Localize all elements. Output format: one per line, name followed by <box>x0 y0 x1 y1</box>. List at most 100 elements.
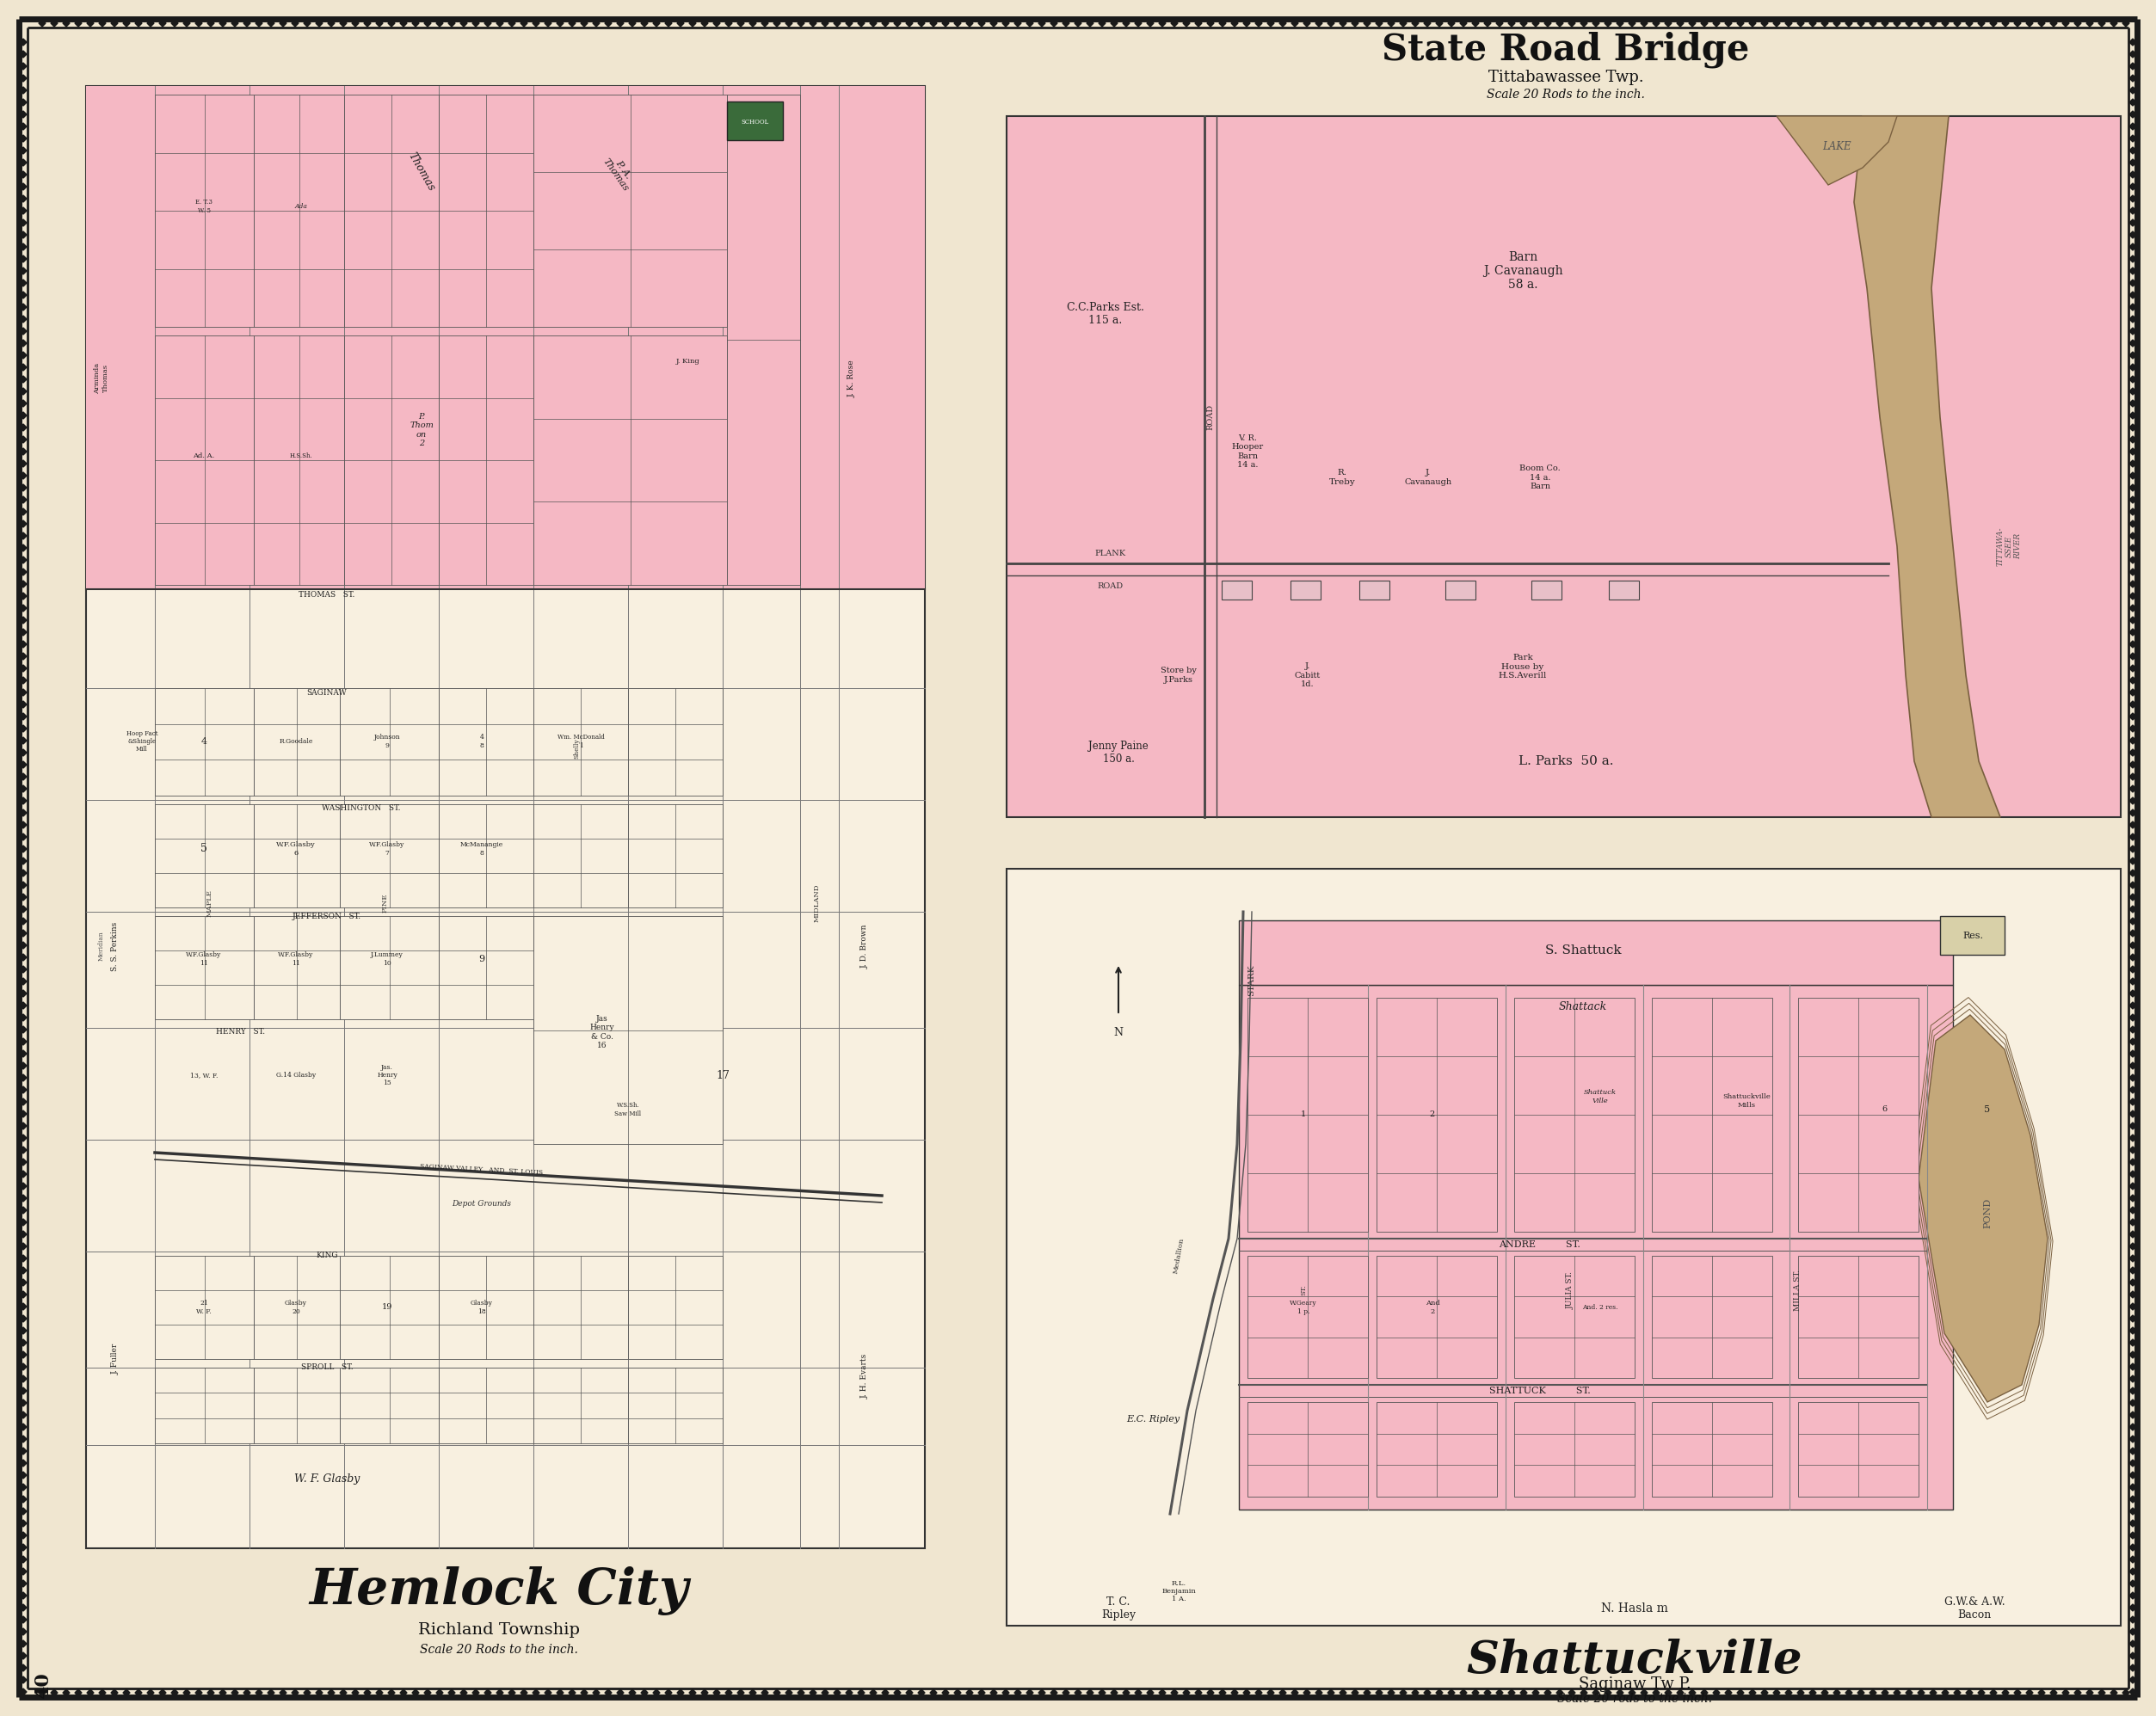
Bar <box>1940 916 2005 954</box>
Polygon shape <box>19 556 26 563</box>
Polygon shape <box>545 1689 552 1695</box>
Polygon shape <box>2130 160 2137 166</box>
Polygon shape <box>388 1689 395 1695</box>
Polygon shape <box>798 1689 804 1695</box>
Text: J. Fuller: J. Fuller <box>112 1344 119 1375</box>
Polygon shape <box>19 726 26 733</box>
Polygon shape <box>1339 1689 1348 1695</box>
Bar <box>533 335 727 585</box>
Polygon shape <box>19 1302 26 1309</box>
Polygon shape <box>533 21 539 27</box>
Polygon shape <box>2130 798 2137 805</box>
Polygon shape <box>701 1689 707 1695</box>
Bar <box>627 1256 722 1359</box>
Polygon shape <box>2063 21 2070 27</box>
Polygon shape <box>2074 21 2081 27</box>
Polygon shape <box>664 1689 673 1695</box>
Text: J. King: J. King <box>677 359 701 366</box>
Bar <box>440 1368 533 1443</box>
Polygon shape <box>19 738 26 745</box>
Polygon shape <box>19 1640 26 1647</box>
Polygon shape <box>280 1689 287 1695</box>
Text: Depot Grounds: Depot Grounds <box>453 1199 511 1208</box>
Polygon shape <box>834 21 841 27</box>
Polygon shape <box>2130 774 2137 781</box>
Polygon shape <box>19 1376 26 1383</box>
Text: Shattuck
Ville: Shattuck Ville <box>1585 1090 1617 1103</box>
Polygon shape <box>761 21 768 27</box>
Polygon shape <box>2130 1110 2137 1117</box>
Polygon shape <box>580 21 589 27</box>
Polygon shape <box>640 21 647 27</box>
Polygon shape <box>2130 1230 2137 1237</box>
Polygon shape <box>630 21 636 27</box>
Polygon shape <box>231 1689 239 1695</box>
Polygon shape <box>2130 1026 2137 1033</box>
Polygon shape <box>2130 244 2137 251</box>
Polygon shape <box>1218 21 1227 27</box>
Polygon shape <box>1279 21 1287 27</box>
Polygon shape <box>1990 21 1996 27</box>
Polygon shape <box>291 21 298 27</box>
Polygon shape <box>1207 1689 1214 1695</box>
Polygon shape <box>1449 21 1455 27</box>
Polygon shape <box>2130 1412 2137 1419</box>
Polygon shape <box>2130 508 2137 515</box>
Bar <box>155 1368 254 1443</box>
Text: TITTAWA-
SSEE
RIVER: TITTAWA- SSEE RIVER <box>1996 527 2022 566</box>
Polygon shape <box>724 1689 733 1695</box>
Polygon shape <box>19 1556 26 1563</box>
Polygon shape <box>2130 496 2137 503</box>
Polygon shape <box>1604 21 1611 27</box>
Polygon shape <box>19 870 26 877</box>
Polygon shape <box>1291 21 1298 27</box>
Polygon shape <box>2130 1266 2137 1273</box>
Polygon shape <box>19 1628 26 1635</box>
Polygon shape <box>19 1604 26 1611</box>
Polygon shape <box>1533 1689 1539 1695</box>
Polygon shape <box>2130 352 2137 359</box>
Polygon shape <box>2130 1326 2137 1333</box>
Bar <box>254 94 345 326</box>
Text: JULIA ST.: JULIA ST. <box>1565 1272 1574 1309</box>
Text: P.
Thom
on
2: P. Thom on 2 <box>410 414 433 448</box>
Polygon shape <box>1833 1689 1841 1695</box>
Polygon shape <box>2130 942 2137 949</box>
Polygon shape <box>2130 148 2137 154</box>
Polygon shape <box>2130 1592 2137 1599</box>
Text: N. Hasla m: N. Hasla m <box>1602 1603 1669 1615</box>
Bar <box>1248 1256 1367 1378</box>
Polygon shape <box>2130 762 2137 769</box>
Polygon shape <box>19 508 26 515</box>
Polygon shape <box>63 21 69 27</box>
Text: 4
8: 4 8 <box>479 734 483 748</box>
Polygon shape <box>448 1689 455 1695</box>
Text: W.F.Glasby
11: W.F.Glasby 11 <box>278 952 315 966</box>
Polygon shape <box>2130 1460 2137 1467</box>
Polygon shape <box>2130 1242 2137 1249</box>
Polygon shape <box>375 21 384 27</box>
Polygon shape <box>2130 208 2137 214</box>
Polygon shape <box>1701 1689 1708 1695</box>
Polygon shape <box>2130 1338 2137 1345</box>
Polygon shape <box>1050 1689 1056 1695</box>
Polygon shape <box>2130 1544 2137 1551</box>
Polygon shape <box>2130 460 2137 467</box>
Polygon shape <box>520 21 528 27</box>
Polygon shape <box>19 664 26 671</box>
Bar <box>727 101 783 141</box>
Text: ST.: ST. <box>1300 1285 1307 1296</box>
Polygon shape <box>2130 1134 2137 1141</box>
Text: ROAD: ROAD <box>1097 582 1123 590</box>
Bar <box>440 335 533 585</box>
Polygon shape <box>979 21 985 27</box>
Polygon shape <box>1785 1689 1792 1695</box>
Text: Scale 20 Rods to the inch.: Scale 20 Rods to the inch. <box>420 1644 578 1656</box>
Polygon shape <box>412 1689 418 1695</box>
Bar <box>1248 997 1367 1232</box>
Polygon shape <box>1039 1689 1046 1695</box>
Polygon shape <box>966 21 972 27</box>
Polygon shape <box>2130 1206 2137 1213</box>
Text: SPROLL   ST.: SPROLL ST. <box>302 1364 354 1371</box>
Polygon shape <box>2130 1194 2137 1201</box>
